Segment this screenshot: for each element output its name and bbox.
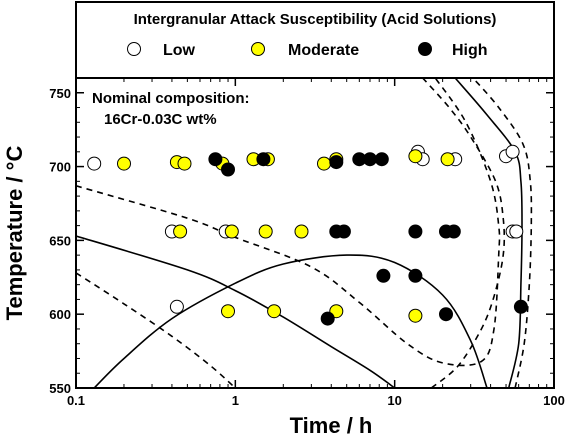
legend-marker-moderate (251, 42, 265, 56)
dashed-curve-6 (472, 78, 533, 388)
x-tick-label: 10 (387, 393, 401, 408)
data-point-high (376, 268, 391, 283)
data-point-high (513, 299, 528, 314)
data-point-moderate (177, 156, 192, 171)
y-axis-title: Temperature / °C (2, 146, 27, 321)
y-tick-label: 650 (49, 233, 71, 248)
data-point-moderate (117, 156, 131, 171)
points-layer (87, 144, 528, 326)
data-point-moderate (317, 156, 331, 171)
solid-curve-5 (454, 78, 523, 388)
x-tick-label: 100 (543, 393, 565, 408)
x-axis-title: Time / h (290, 413, 373, 438)
y-tick-label: 550 (49, 381, 71, 396)
data-point-low (169, 299, 184, 314)
solid-curve-1 (76, 235, 396, 388)
data-point-high (446, 224, 461, 239)
data-point-high (221, 162, 235, 177)
data-point-moderate (258, 224, 273, 239)
data-point-moderate (267, 304, 282, 319)
annotation-line-2: 16Cr-0.03C wt% (104, 111, 217, 128)
annotation-line-1: Nominal composition: (92, 90, 250, 107)
legend-box (75, 1, 555, 79)
ticks-layer: 0.1 1 10 100 550 600 650 700 750 (49, 77, 565, 408)
legend-title: Intergranular Attack Susceptibility (Aci… (134, 11, 497, 28)
solid-curve-3 (93, 254, 488, 388)
data-point-low (505, 144, 520, 159)
data-point-moderate (408, 149, 423, 164)
data-point-high (336, 224, 351, 239)
dashed-curve-4 (422, 78, 506, 388)
data-point-moderate (440, 152, 455, 167)
x-tick-label: 1 (232, 393, 239, 408)
data-point-moderate (294, 224, 309, 239)
data-point-moderate (408, 308, 423, 323)
x-tick-label: 0.1 (67, 393, 85, 408)
data-point-high (363, 152, 377, 167)
data-point-low (87, 156, 102, 171)
data-point-high (374, 152, 389, 167)
data-point-low (509, 224, 524, 239)
y-tick-label: 700 (49, 160, 71, 175)
data-point-high (256, 152, 271, 167)
legend-marker-high (418, 42, 432, 56)
dashed-curve-2 (76, 272, 236, 388)
legend-label-low: Low (163, 42, 196, 59)
data-point-high (408, 224, 423, 239)
data-point-moderate (173, 224, 188, 239)
legend-marker-low (127, 42, 141, 56)
data-point-high (439, 307, 453, 322)
legend-label-moderate: Moderate (288, 42, 359, 59)
y-tick-label: 600 (49, 307, 71, 322)
y-tick-label: 750 (49, 86, 71, 101)
data-point-high (329, 155, 344, 170)
data-point-high (320, 311, 335, 326)
data-point-moderate (224, 224, 239, 239)
data-point-high (408, 268, 423, 283)
data-point-high (208, 152, 223, 167)
data-point-moderate (221, 304, 235, 319)
legend-label-high: High (452, 42, 488, 59)
